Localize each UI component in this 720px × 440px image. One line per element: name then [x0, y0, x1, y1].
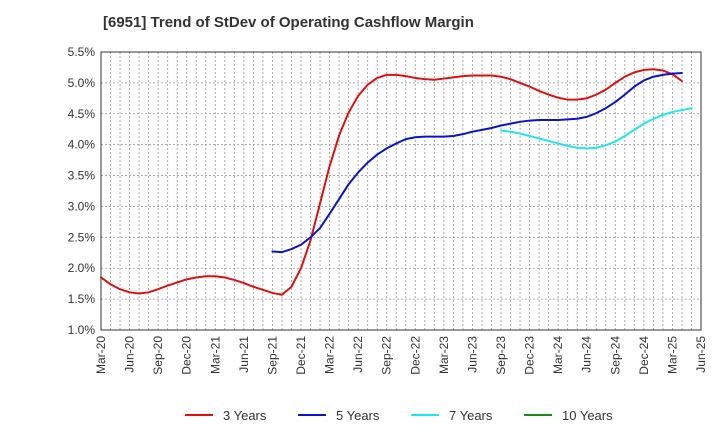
x-tick-label: Sep-23 — [494, 336, 508, 375]
x-tick-label: Jun-24 — [580, 336, 594, 373]
y-tick-label: 2.5% — [68, 230, 96, 244]
legend-label: 5 Years — [336, 408, 380, 423]
series-line-7-years — [500, 107, 693, 150]
y-tick-label: 1.0% — [68, 323, 96, 337]
legend-label: 7 Years — [449, 408, 493, 423]
legend-label: 3 Years — [223, 408, 267, 423]
y-tick-label: 3.5% — [68, 169, 96, 183]
legend: 3 Years 5 Years 7 Years 10 Years — [185, 408, 613, 423]
x-tick-label: Sep-21 — [265, 336, 279, 375]
x-tick-label: Sep-24 — [608, 336, 622, 375]
x-tick-label: Mar-21 — [208, 336, 222, 374]
y-tick-label: 4.0% — [68, 138, 96, 152]
plot-area — [101, 52, 701, 330]
x-tick-label: Jun-21 — [237, 336, 251, 373]
legend-label: 10 Years — [562, 408, 613, 423]
series-line-3-years — [100, 68, 683, 296]
series-line-5-years — [271, 72, 683, 254]
x-axis-tick-labels: Mar-20 Jun-20 Sep-20 Dec-20 Mar-21 Jun-21 Sep-… — [94, 336, 708, 375]
y-tick-label: 1.5% — [68, 292, 96, 306]
y-tick-label: 2.0% — [68, 261, 96, 275]
plot-border — [100, 51, 702, 331]
x-tick-label: Mar-22 — [323, 336, 337, 374]
y-tick-label: 3.0% — [68, 199, 96, 213]
x-tick-label: Dec-20 — [180, 336, 194, 375]
x-tick-label: Mar-24 — [551, 336, 565, 374]
series-lines — [100, 68, 693, 296]
x-tick-label: Sep-20 — [151, 336, 165, 375]
x-tick-label: Mar-20 — [94, 336, 108, 374]
x-tick-label: Jun-25 — [694, 336, 708, 373]
x-tick-label: Dec-23 — [523, 336, 537, 375]
x-tick-label: Jun-22 — [351, 336, 365, 373]
x-tick-label: Mar-25 — [665, 336, 679, 374]
x-tick-label: Mar-23 — [437, 336, 451, 374]
x-tick-label: Dec-21 — [294, 336, 308, 375]
x-tick-label: Dec-24 — [637, 336, 651, 375]
x-tick-label: Jun-20 — [123, 336, 137, 373]
y-tick-label: 4.5% — [68, 107, 96, 121]
y-tick-label: 5.0% — [68, 76, 96, 90]
x-tick-label: Jun-23 — [465, 336, 479, 373]
x-tick-label: Dec-22 — [408, 336, 422, 375]
grid-lines — [101, 52, 701, 330]
chart-title: [6951] Trend of StDev of Operating Cashf… — [103, 14, 474, 31]
y-tick-label: 5.5% — [68, 45, 96, 59]
y-axis-tick-labels: 1.0% 1.5% 2.0% 2.5% 3.0% 3.5% 4.0% 4.5% 5.0% 5.5% — [68, 45, 96, 337]
x-tick-label: Sep-22 — [380, 336, 394, 375]
